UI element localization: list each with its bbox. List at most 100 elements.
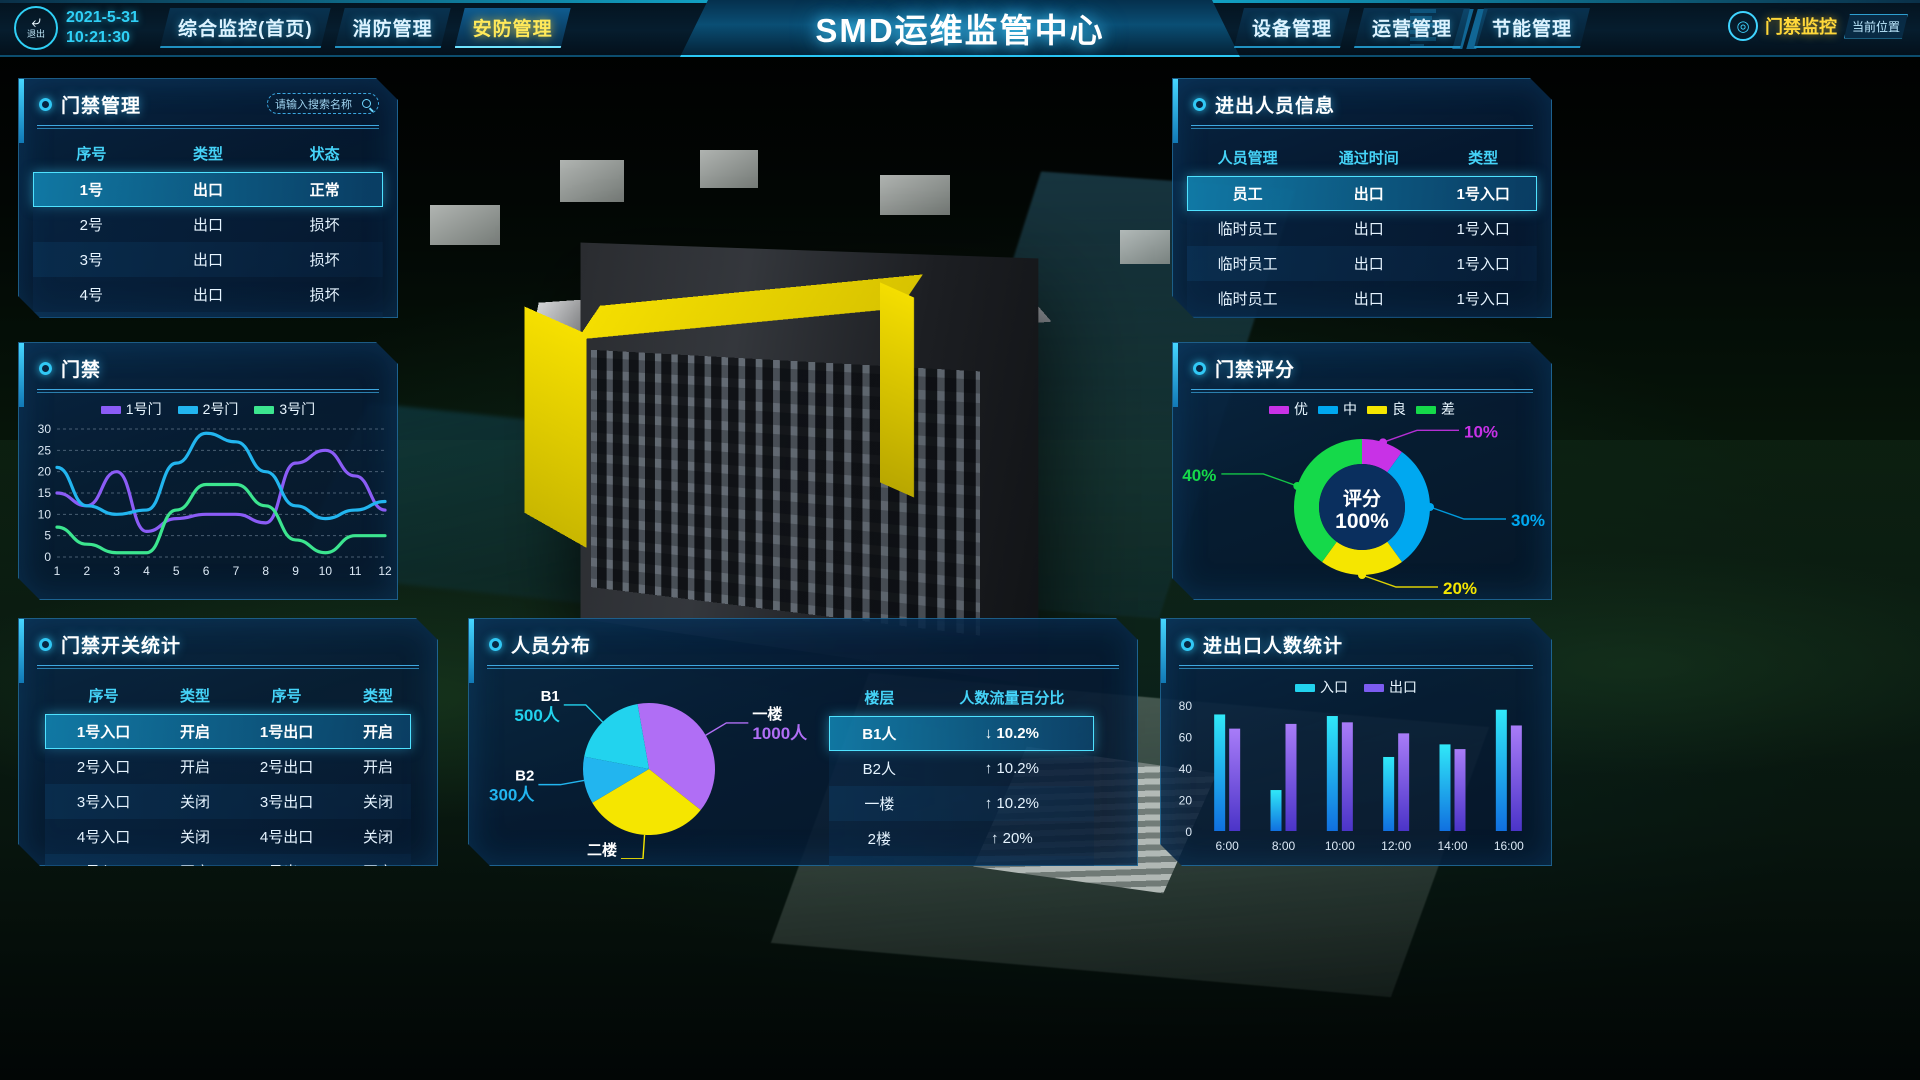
table-row[interactable]: B2人 ↑ 10.2% — [829, 751, 1094, 786]
svg-text:B2: B2 — [515, 768, 534, 785]
small-building — [1120, 230, 1170, 264]
table-header-row: 楼层 人数流量百分比 — [829, 679, 1094, 716]
cell-type: 1号入口 — [1456, 221, 1510, 238]
back-arrow-icon[interactable]: ⤶ 退出 — [14, 6, 58, 50]
svg-text:10: 10 — [38, 507, 52, 521]
legend-item-good: 良 — [1367, 399, 1406, 419]
exit-label: 退出 — [26, 29, 45, 39]
legend-label-poor: 差 — [1441, 401, 1455, 417]
cell-person: 临时员工 — [1217, 221, 1278, 238]
page-title: SMD运维监管中心 — [815, 11, 1105, 49]
legend-item-exit: 出口 — [1364, 677, 1417, 697]
panel-title-access-score: 门禁评分 — [1173, 343, 1551, 382]
cell-index-in: 3号入口 — [76, 794, 131, 811]
svg-text:300人: 300人 — [489, 786, 535, 805]
exit-button[interactable]: ⤶ 退出 2021-5-31 10:21:30 — [14, 6, 139, 50]
svg-text:5: 5 — [44, 529, 51, 543]
col-header-floor: 楼层 — [864, 690, 895, 707]
small-building — [880, 175, 950, 215]
line-chart-legend: 1号门 2号门 3号门 — [19, 399, 397, 419]
col-header-type: 类型 — [1468, 150, 1499, 167]
cell-person: 员工 — [1232, 186, 1263, 203]
table-header-row: 人员管理 通过时间 类型 — [1187, 139, 1537, 176]
legend-swatch-door1 — [101, 406, 121, 414]
svg-text:5: 5 — [173, 564, 180, 578]
svg-text:40: 40 — [1179, 762, 1193, 776]
col-header-status: 状态 — [309, 146, 340, 163]
svg-text:15: 15 — [38, 486, 52, 500]
svg-text:60: 60 — [1179, 731, 1193, 745]
svg-text:20%: 20% — [1443, 579, 1477, 598]
flow-value: 10.2% — [996, 760, 1039, 777]
legend-label-excellent: 优 — [1294, 401, 1308, 417]
flow-value: 20% — [1002, 830, 1033, 847]
nav-item-fire[interactable]: 消防管理 — [335, 8, 451, 48]
table-row[interactable]: 4号入口 关闭 4号出口 关闭 — [45, 819, 411, 854]
table-row[interactable]: 3号 出口 损坏 — [33, 242, 383, 277]
nav-group-right: 设备管理 运营管理 节能管理 — [1234, 8, 1590, 48]
legend-item-door1: 1号门 — [101, 399, 162, 419]
table-row[interactable]: 4号 出口 损坏 — [33, 277, 383, 312]
col-header-person: 人员管理 — [1217, 150, 1278, 167]
table-row[interactable]: 临时员工 出口 1号入口 — [1187, 281, 1537, 316]
col-header-passtime: 通过时间 — [1338, 150, 1399, 167]
search-placeholder-text: 请输入搜索名称 — [275, 98, 352, 111]
svg-text:20: 20 — [1179, 794, 1193, 808]
col-header-type-out: 类型 — [363, 688, 394, 705]
app-header: ⤶ 退出 2021-5-31 10:21:30 综合监控(首页) 消防管理 安防… — [0, 0, 1920, 57]
panel-personnel-info: 进出人员信息 人员管理 通过时间 类型 员工 出口 1号入口 临时员工 出口 1… — [1172, 78, 1552, 318]
table-row[interactable]: 1号入口 开启 1号出口 开启 — [45, 714, 411, 749]
table-row[interactable]: 2号入口 开启 2号出口 开启 — [45, 749, 411, 784]
cell-type-out: 开启 — [363, 759, 394, 776]
cell-person: 临时员工 — [1217, 291, 1278, 308]
nav-item-operations[interactable]: 运营管理 — [1354, 8, 1470, 48]
cell-index-in: 2号入口 — [76, 759, 131, 776]
col-header-index-in: 序号 — [88, 688, 119, 705]
svg-text:10%: 10% — [1464, 422, 1498, 441]
cell-type-in: 关闭 — [180, 829, 211, 846]
table-row[interactable]: 临时员工 出口 1号入口 — [1187, 246, 1537, 281]
bullet-ring-icon — [1193, 362, 1206, 375]
table-row[interactable]: 1号 出口 正常 — [33, 172, 383, 207]
panel-title-text: 门禁评分 — [1215, 360, 1296, 381]
table-row[interactable]: 一楼 ↑ 10.2% — [829, 786, 1094, 821]
svg-text:8:00: 8:00 — [1272, 839, 1296, 853]
table-row[interactable]: 3号入口 关闭 3号出口 关闭 — [45, 784, 411, 819]
svg-text:0: 0 — [44, 550, 51, 564]
cell-floor: 一楼 — [864, 796, 895, 813]
nav-item-overview[interactable]: 综合监控(首页) — [160, 8, 331, 48]
cell-status: 损坏 — [309, 217, 340, 234]
svg-text:3: 3 — [113, 564, 120, 578]
col-header-flow-pct: 人数流量百分比 — [959, 690, 1065, 707]
cell-type-out: 开启 — [363, 724, 394, 741]
cell-status: 正常 — [309, 182, 340, 199]
cell-type-in: 开启 — [180, 724, 211, 741]
nav-item-energy[interactable]: 节能管理 — [1474, 8, 1590, 48]
search-icon[interactable] — [362, 99, 371, 108]
search-input[interactable]: 请输入搜索名称 — [267, 93, 379, 114]
distribution-table: 楼层 人数流量百分比 B1人 ↓ 10.2% B2人 ↑ — [829, 679, 1094, 887]
nav-item-equipment[interactable]: 设备管理 — [1234, 8, 1350, 48]
svg-text:40%: 40% — [1182, 466, 1216, 485]
table-row[interactable]: 2号 出口 损坏 — [33, 207, 383, 242]
legend-label-door2: 2号门 — [202, 401, 239, 417]
app-title-banner: SMD运维监管中心 — [680, 0, 1240, 57]
cell-type: 1号入口 — [1456, 291, 1510, 308]
bullet-ring-icon — [39, 98, 52, 111]
table-row[interactable]: 员工 出口 1号入口 — [1187, 176, 1537, 211]
cell-type: 出口 — [192, 287, 223, 304]
cell-status: 损坏 — [309, 252, 340, 269]
svg-text:30: 30 — [38, 422, 52, 436]
legend-item-excellent: 优 — [1269, 399, 1308, 419]
building-facade-windows — [590, 349, 981, 636]
nav-item-security[interactable]: 安防管理 — [455, 8, 571, 48]
cell-flow-pct: ↑ 10.2% — [930, 786, 1094, 821]
legend-item-medium: 中 — [1318, 399, 1357, 419]
cell-passtime: 出口 — [1353, 221, 1384, 238]
table-row[interactable]: 临时员工 出口 1号入口 — [1187, 211, 1537, 246]
cell-type: 1号入口 — [1456, 256, 1510, 273]
panel-divider — [487, 665, 1119, 669]
table-row[interactable]: 2楼 ↑ 20% — [829, 821, 1094, 856]
table-row[interactable]: B1人 ↓ 10.2% — [829, 716, 1094, 751]
